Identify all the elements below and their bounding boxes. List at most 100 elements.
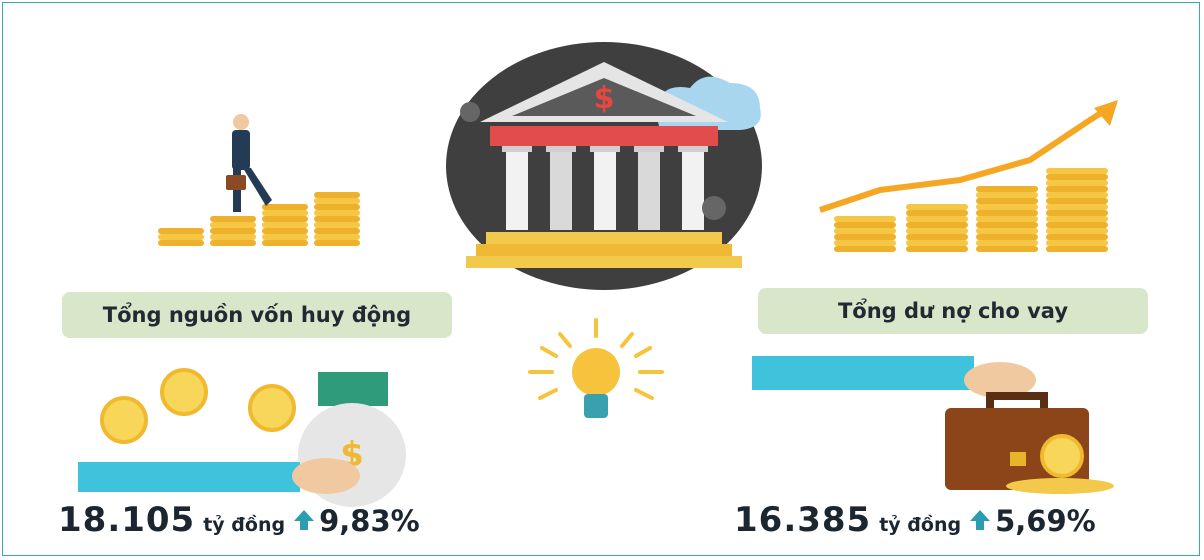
column-cap bbox=[678, 146, 708, 152]
coin bbox=[314, 210, 360, 216]
coin bbox=[1046, 168, 1108, 174]
coin bbox=[210, 222, 256, 228]
coin bbox=[314, 240, 360, 246]
dollar-sign: $ bbox=[594, 81, 615, 116]
coin bbox=[834, 240, 896, 246]
coin bbox=[906, 246, 968, 252]
coin bbox=[976, 210, 1038, 216]
coin bbox=[834, 222, 896, 228]
coin bbox=[1046, 180, 1108, 186]
floating-coins bbox=[102, 370, 294, 442]
coin bbox=[976, 246, 1038, 252]
column-cap bbox=[634, 146, 664, 152]
unit: tỷ đồng bbox=[203, 514, 285, 536]
arm bbox=[78, 462, 300, 492]
coin bbox=[158, 234, 204, 240]
column-cap bbox=[590, 146, 620, 152]
left-label: Tổng nguồn vốn huy động bbox=[62, 292, 452, 338]
coin bbox=[262, 216, 308, 222]
unit: tỷ đồng bbox=[879, 514, 961, 536]
coin bbox=[1046, 222, 1108, 228]
coin bbox=[834, 228, 896, 234]
coin-icon bbox=[702, 196, 726, 220]
light-bulb bbox=[530, 320, 662, 418]
coin bbox=[314, 216, 360, 222]
coin bbox=[210, 228, 256, 234]
coin bbox=[210, 240, 256, 246]
coin bbox=[834, 234, 896, 240]
coin bbox=[210, 234, 256, 240]
change: 5,69% bbox=[995, 504, 1096, 538]
coin bbox=[976, 186, 1038, 192]
right-label: Tổng dư nợ cho vay bbox=[758, 288, 1148, 334]
coin bbox=[1046, 192, 1108, 198]
coin bbox=[976, 228, 1038, 234]
up-arrow bbox=[969, 509, 991, 531]
coin bbox=[314, 228, 360, 234]
coin bbox=[1046, 240, 1108, 246]
businessman bbox=[226, 114, 272, 212]
coin bbox=[1046, 198, 1108, 204]
right-stat: 16.385 tỷ đồng 5,69% bbox=[734, 500, 1096, 540]
column-cap bbox=[502, 146, 532, 152]
coin bbox=[262, 240, 308, 246]
briefcase bbox=[945, 396, 1114, 494]
coin bbox=[906, 210, 968, 216]
coin bbox=[906, 240, 968, 246]
coin bbox=[906, 204, 968, 210]
coin bbox=[1046, 216, 1108, 222]
bank-beam bbox=[490, 126, 718, 146]
coin bbox=[314, 204, 360, 210]
coin bbox=[906, 228, 968, 234]
illustration: $ $ bbox=[0, 0, 1204, 560]
coin bbox=[976, 192, 1038, 198]
column bbox=[506, 148, 528, 230]
coin bbox=[262, 210, 308, 216]
up-arrow bbox=[293, 509, 315, 531]
page: $ $ bbox=[0, 0, 1204, 560]
coin-stacks bbox=[834, 168, 1108, 252]
coin bbox=[834, 216, 896, 222]
coin bbox=[976, 216, 1038, 222]
step bbox=[466, 256, 742, 268]
step bbox=[486, 232, 722, 244]
amount: 18.105 bbox=[58, 500, 195, 540]
coin bbox=[1046, 228, 1108, 234]
coin bbox=[976, 222, 1038, 228]
amount: 16.385 bbox=[734, 500, 871, 540]
column bbox=[682, 148, 704, 230]
coin bbox=[1046, 246, 1108, 252]
coin bbox=[976, 240, 1038, 246]
coin bbox=[976, 234, 1038, 240]
coin bbox=[834, 246, 896, 252]
coin bbox=[314, 234, 360, 240]
coin bbox=[262, 228, 308, 234]
coin bbox=[1046, 210, 1108, 216]
coin bbox=[314, 192, 360, 198]
coin bbox=[314, 198, 360, 204]
column bbox=[594, 148, 616, 230]
coin bbox=[1046, 204, 1108, 210]
coin bbox=[210, 216, 256, 222]
column bbox=[550, 148, 572, 230]
column bbox=[638, 148, 660, 230]
change: 9,83% bbox=[319, 504, 420, 538]
coin bbox=[262, 204, 308, 210]
coin bbox=[1046, 234, 1108, 240]
coin-icon bbox=[460, 102, 480, 122]
hand bbox=[292, 458, 360, 494]
arm bbox=[752, 356, 974, 390]
coin bbox=[976, 198, 1038, 204]
left-stat: 18.105 tỷ đồng 9,83% bbox=[58, 500, 420, 540]
coin bbox=[262, 222, 308, 228]
coin bbox=[906, 222, 968, 228]
coin-stacks bbox=[158, 192, 360, 246]
coin bbox=[1046, 186, 1108, 192]
step bbox=[476, 244, 732, 256]
coin bbox=[906, 216, 968, 222]
coin bbox=[976, 204, 1038, 210]
coin bbox=[158, 228, 204, 234]
coin bbox=[906, 234, 968, 240]
coin bbox=[314, 222, 360, 228]
coin bbox=[262, 234, 308, 240]
